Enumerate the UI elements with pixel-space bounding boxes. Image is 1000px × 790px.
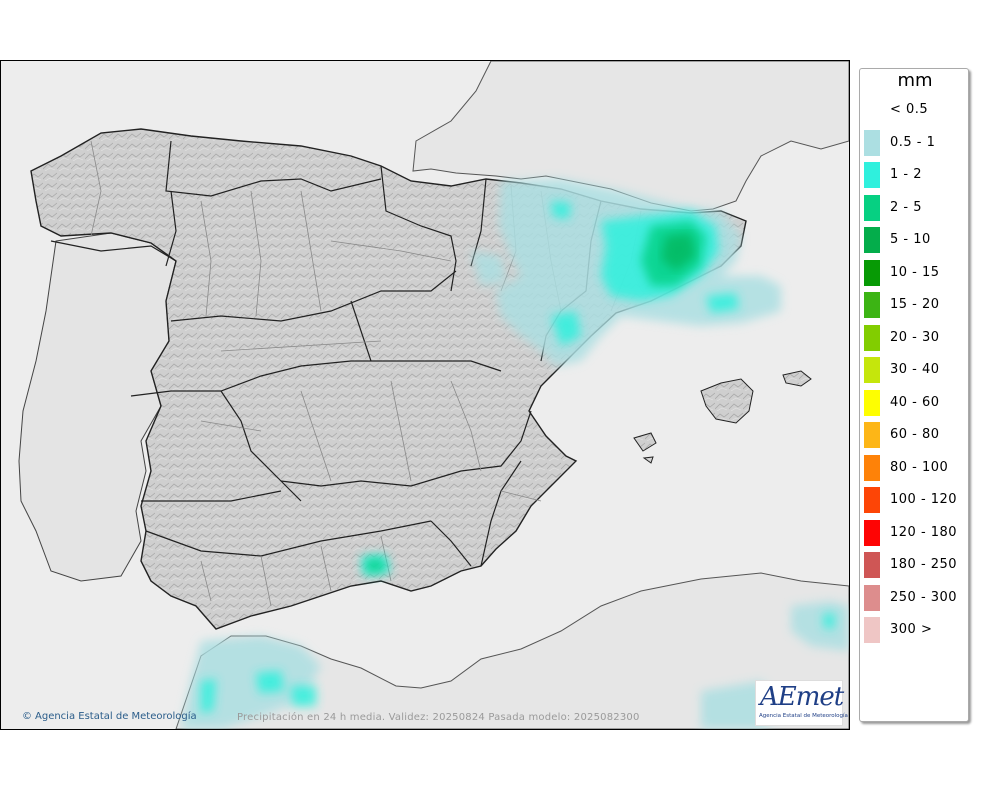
legend-item: 250 - 300	[860, 584, 968, 611]
legend-item: 180 - 250	[860, 552, 968, 578]
legend-item: 15 - 20	[860, 292, 968, 318]
ibiza-island	[633, 432, 657, 452]
legend-label: 60 - 80	[890, 427, 940, 442]
legend-label: 10 - 15	[890, 264, 940, 280]
legend-label: 250 - 300	[890, 589, 958, 605]
legend-swatch	[864, 194, 880, 221]
legend-swatch	[864, 454, 880, 481]
legend-swatch	[864, 617, 880, 643]
mallorca-island	[700, 378, 754, 424]
legend-item: 10 - 15	[860, 259, 968, 286]
legend-item: 60 - 80	[860, 422, 968, 448]
legend-swatch	[864, 519, 880, 546]
legend-label: 180 - 250	[890, 557, 958, 572]
aemet-logo: AEmet Agencia Estatal de Meteorología	[755, 680, 848, 726]
legend-label: 100 - 120	[890, 492, 958, 507]
legend-label: 2 - 5	[890, 199, 922, 215]
legend-item: 40 - 60	[860, 389, 968, 416]
legend-item: 120 - 180	[860, 519, 968, 546]
validity-text: Precipitación en 24 h media. Validez: 20…	[237, 712, 640, 723]
legend-swatch	[864, 389, 880, 416]
legend-swatch	[864, 422, 880, 448]
copyright-text: Agencia Estatal de Meteorología	[35, 711, 197, 722]
aemet-logo-text: AEmet	[760, 682, 844, 712]
legend-swatch	[864, 162, 880, 188]
legend-swatch	[864, 487, 880, 513]
legend-label: 5 - 10	[890, 232, 931, 247]
legend-label: 40 - 60	[890, 394, 940, 410]
legend-label: 0.5 - 1	[890, 134, 936, 150]
legend-item: 1 - 2	[860, 162, 968, 188]
legend-label: 80 - 100	[890, 459, 949, 475]
aemet-logo-subtitle: Agencia Estatal de Meteorología	[759, 713, 848, 719]
legend-label: 1 - 2	[890, 167, 922, 182]
copyright-notice: © Agencia Estatal de Meteorología	[22, 711, 197, 722]
legend-swatch	[864, 324, 880, 351]
legend-panel: mm < 0.5 0.5 - 1 1 - 2 2 - 5 5 - 10 10 - 15 15…	[859, 68, 969, 722]
legend-label: 120 - 180	[890, 524, 958, 540]
legend-label: < 0.5	[890, 102, 929, 117]
legend-label: 30 - 40	[890, 362, 940, 377]
legend-item: 5 - 10	[860, 227, 968, 253]
legend-item: 2 - 5	[860, 194, 968, 221]
legend-item: 80 - 100	[860, 454, 968, 481]
legend-unit: mm	[897, 70, 933, 91]
legend-item: 20 - 30	[860, 324, 968, 351]
legend-swatch	[864, 259, 880, 286]
legend-swatch	[864, 129, 880, 156]
legend-label: 20 - 30	[890, 329, 940, 345]
menorca-island	[782, 370, 812, 387]
legend-swatch	[864, 552, 880, 578]
legend-item: 300 >	[860, 617, 968, 643]
legend-label: 300 >	[890, 622, 933, 637]
precipitation-map	[1, 61, 849, 729]
legend-swatch	[864, 357, 880, 383]
legend-label: 15 - 20	[890, 297, 940, 312]
copyright-icon: ©	[22, 711, 32, 722]
legend-swatch	[864, 227, 880, 253]
region-borders	[50, 140, 602, 567]
legend-item: < 0.5	[860, 97, 968, 123]
legend-item: 30 - 40	[860, 357, 968, 383]
africa-land	[175, 572, 849, 729]
map-frame	[0, 60, 850, 730]
legend-swatch	[864, 292, 880, 318]
legend-swatch	[864, 97, 880, 123]
legend-item: 0.5 - 1	[860, 129, 968, 156]
precip-5-10	[661, 233, 696, 271]
legend-item: 100 - 120	[860, 487, 968, 513]
legend-swatch	[864, 584, 880, 611]
formentera-island	[642, 456, 654, 464]
